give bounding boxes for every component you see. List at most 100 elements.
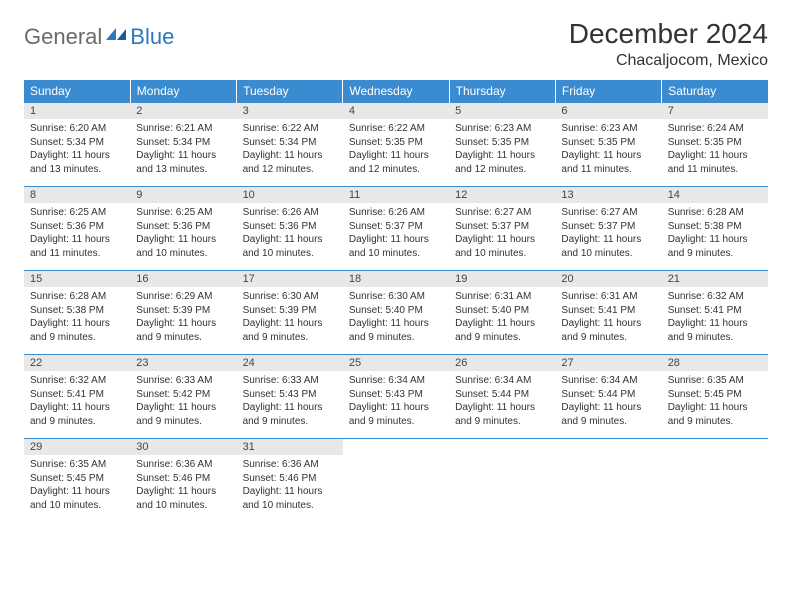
calendar-cell: 8Sunrise: 6:25 AMSunset: 5:36 PMDaylight…: [24, 187, 130, 271]
day-number: 6: [555, 103, 661, 119]
daylight-line: Daylight: 11 hours and 13 minutes.: [30, 149, 124, 176]
daylight-line: Daylight: 11 hours and 12 minutes.: [455, 149, 549, 176]
sunset-line: Sunset: 5:34 PM: [136, 136, 230, 150]
day-data: Sunrise: 6:34 AMSunset: 5:44 PMDaylight:…: [449, 371, 555, 432]
daylight-line: Daylight: 11 hours and 11 minutes.: [668, 149, 762, 176]
daylight-line: Daylight: 11 hours and 13 minutes.: [136, 149, 230, 176]
sunset-line: Sunset: 5:40 PM: [455, 304, 549, 318]
calendar-cell: 22Sunrise: 6:32 AMSunset: 5:41 PMDayligh…: [24, 355, 130, 439]
daylight-line: Daylight: 11 hours and 9 minutes.: [668, 233, 762, 260]
day-number: 20: [555, 271, 661, 287]
day-number: 12: [449, 187, 555, 203]
day-data: Sunrise: 6:24 AMSunset: 5:35 PMDaylight:…: [662, 119, 768, 180]
sunset-line: Sunset: 5:34 PM: [243, 136, 337, 150]
sunset-line: Sunset: 5:41 PM: [561, 304, 655, 318]
day-number: 21: [662, 271, 768, 287]
calendar-cell: 16Sunrise: 6:29 AMSunset: 5:39 PMDayligh…: [130, 271, 236, 355]
calendar-week-row: 8Sunrise: 6:25 AMSunset: 5:36 PMDaylight…: [24, 187, 768, 271]
calendar-cell: 9Sunrise: 6:25 AMSunset: 5:36 PMDaylight…: [130, 187, 236, 271]
sunset-line: Sunset: 5:38 PM: [30, 304, 124, 318]
sunset-line: Sunset: 5:44 PM: [561, 388, 655, 402]
sunrise-line: Sunrise: 6:33 AM: [243, 374, 337, 388]
weekday-header: Sunday: [24, 80, 130, 103]
day-number: 25: [343, 355, 449, 371]
sunset-line: Sunset: 5:40 PM: [349, 304, 443, 318]
logo-text-general: General: [24, 24, 102, 50]
calendar-week-row: 29Sunrise: 6:35 AMSunset: 5:45 PMDayligh…: [24, 439, 768, 523]
calendar-cell: 6Sunrise: 6:23 AMSunset: 5:35 PMDaylight…: [555, 103, 661, 187]
daylight-line: Daylight: 11 hours and 9 minutes.: [668, 317, 762, 344]
calendar-cell: 2Sunrise: 6:21 AMSunset: 5:34 PMDaylight…: [130, 103, 236, 187]
sunset-line: Sunset: 5:37 PM: [561, 220, 655, 234]
sunrise-line: Sunrise: 6:33 AM: [136, 374, 230, 388]
calendar-week-row: 1Sunrise: 6:20 AMSunset: 5:34 PMDaylight…: [24, 103, 768, 187]
sunrise-line: Sunrise: 6:32 AM: [668, 290, 762, 304]
daylight-line: Daylight: 11 hours and 9 minutes.: [30, 317, 124, 344]
daylight-line: Daylight: 11 hours and 9 minutes.: [349, 317, 443, 344]
header: General Blue December 2024 Chacaljocom, …: [24, 18, 768, 70]
calendar-cell: 4Sunrise: 6:22 AMSunset: 5:35 PMDaylight…: [343, 103, 449, 187]
weekday-header: Wednesday: [343, 80, 449, 103]
day-number: 3: [237, 103, 343, 119]
day-number: 1: [24, 103, 130, 119]
calendar-cell: 11Sunrise: 6:26 AMSunset: 5:37 PMDayligh…: [343, 187, 449, 271]
weekday-header-row: SundayMondayTuesdayWednesdayThursdayFrid…: [24, 80, 768, 103]
day-number: 13: [555, 187, 661, 203]
sunset-line: Sunset: 5:36 PM: [243, 220, 337, 234]
daylight-line: Daylight: 11 hours and 10 minutes.: [349, 233, 443, 260]
daylight-line: Daylight: 11 hours and 10 minutes.: [243, 233, 337, 260]
day-data: Sunrise: 6:31 AMSunset: 5:41 PMDaylight:…: [555, 287, 661, 348]
sunset-line: Sunset: 5:37 PM: [349, 220, 443, 234]
day-number: 29: [24, 439, 130, 455]
day-data: Sunrise: 6:34 AMSunset: 5:44 PMDaylight:…: [555, 371, 661, 432]
sunrise-line: Sunrise: 6:27 AM: [455, 206, 549, 220]
day-number: 24: [237, 355, 343, 371]
calendar-cell: 18Sunrise: 6:30 AMSunset: 5:40 PMDayligh…: [343, 271, 449, 355]
sunset-line: Sunset: 5:34 PM: [30, 136, 124, 150]
day-number: 23: [130, 355, 236, 371]
calendar-cell: 25Sunrise: 6:34 AMSunset: 5:43 PMDayligh…: [343, 355, 449, 439]
daylight-line: Daylight: 11 hours and 10 minutes.: [561, 233, 655, 260]
calendar-cell: 28Sunrise: 6:35 AMSunset: 5:45 PMDayligh…: [662, 355, 768, 439]
daylight-line: Daylight: 11 hours and 11 minutes.: [561, 149, 655, 176]
sunrise-line: Sunrise: 6:35 AM: [668, 374, 762, 388]
calendar-cell: 10Sunrise: 6:26 AMSunset: 5:36 PMDayligh…: [237, 187, 343, 271]
daylight-line: Daylight: 11 hours and 9 minutes.: [136, 317, 230, 344]
day-number: 30: [130, 439, 236, 455]
day-data: Sunrise: 6:30 AMSunset: 5:40 PMDaylight:…: [343, 287, 449, 348]
sunrise-line: Sunrise: 6:25 AM: [136, 206, 230, 220]
calendar-cell: 24Sunrise: 6:33 AMSunset: 5:43 PMDayligh…: [237, 355, 343, 439]
day-number: [662, 439, 768, 443]
calendar-table: SundayMondayTuesdayWednesdayThursdayFrid…: [24, 80, 768, 523]
sunset-line: Sunset: 5:46 PM: [136, 472, 230, 486]
day-data: Sunrise: 6:33 AMSunset: 5:43 PMDaylight:…: [237, 371, 343, 432]
day-number: [449, 439, 555, 443]
sunrise-line: Sunrise: 6:30 AM: [349, 290, 443, 304]
day-data: Sunrise: 6:35 AMSunset: 5:45 PMDaylight:…: [24, 455, 130, 516]
calendar-cell: [555, 439, 661, 523]
day-number: 28: [662, 355, 768, 371]
day-data: Sunrise: 6:25 AMSunset: 5:36 PMDaylight:…: [130, 203, 236, 264]
day-data: Sunrise: 6:34 AMSunset: 5:43 PMDaylight:…: [343, 371, 449, 432]
day-number: 7: [662, 103, 768, 119]
day-data: Sunrise: 6:32 AMSunset: 5:41 PMDaylight:…: [662, 287, 768, 348]
day-number: 9: [130, 187, 236, 203]
day-data: Sunrise: 6:33 AMSunset: 5:42 PMDaylight:…: [130, 371, 236, 432]
daylight-line: Daylight: 11 hours and 9 minutes.: [561, 317, 655, 344]
calendar-cell: 13Sunrise: 6:27 AMSunset: 5:37 PMDayligh…: [555, 187, 661, 271]
weekday-header: Tuesday: [237, 80, 343, 103]
day-number: 5: [449, 103, 555, 119]
calendar-cell: 7Sunrise: 6:24 AMSunset: 5:35 PMDaylight…: [662, 103, 768, 187]
calendar-cell: 12Sunrise: 6:27 AMSunset: 5:37 PMDayligh…: [449, 187, 555, 271]
day-data: Sunrise: 6:29 AMSunset: 5:39 PMDaylight:…: [130, 287, 236, 348]
sunset-line: Sunset: 5:36 PM: [30, 220, 124, 234]
sunrise-line: Sunrise: 6:26 AM: [243, 206, 337, 220]
weekday-header: Monday: [130, 80, 236, 103]
daylight-line: Daylight: 11 hours and 9 minutes.: [668, 401, 762, 428]
sunrise-line: Sunrise: 6:34 AM: [455, 374, 549, 388]
daylight-line: Daylight: 11 hours and 9 minutes.: [455, 317, 549, 344]
sunrise-line: Sunrise: 6:36 AM: [243, 458, 337, 472]
day-number: 31: [237, 439, 343, 455]
page-title: December 2024: [569, 18, 768, 50]
day-data: Sunrise: 6:36 AMSunset: 5:46 PMDaylight:…: [237, 455, 343, 516]
